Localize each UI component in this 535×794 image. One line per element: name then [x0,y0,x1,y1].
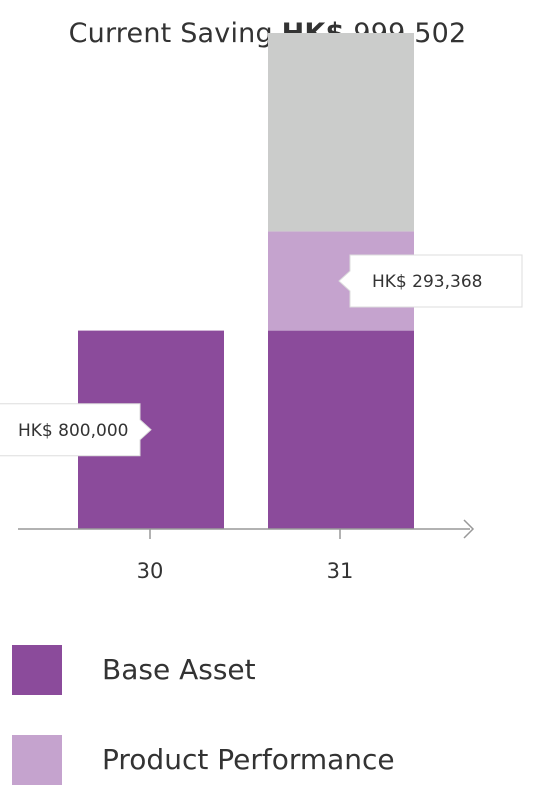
callout-box-31 [338,254,523,308]
x-tick-label-30: 30 [137,559,164,583]
x-tick-label-31: 31 [327,559,354,583]
callout-label-30: HK$ 800,000 [18,421,128,441]
current-saving-label: Current Saving [68,18,273,49]
bar-31-remaining [268,33,414,232]
savings-bar-chart: 30 31 HK$ 800,000 HK$ 293,368 [0,33,523,583]
product-performance-swatch [12,735,62,785]
callout-label-31: HK$ 293,368 [372,272,482,292]
legend-label-base-asset: Base Asset [102,653,256,686]
base-asset-swatch [12,645,62,695]
callout-box-30 [0,403,152,457]
x-axis-arrow [463,519,475,539]
legend-item-product-performance: Product Performance [12,735,512,785]
legend-label-product-performance: Product Performance [102,743,395,776]
legend-item-base-asset: Base Asset [12,645,512,695]
bar-31-base-asset [268,330,414,529]
